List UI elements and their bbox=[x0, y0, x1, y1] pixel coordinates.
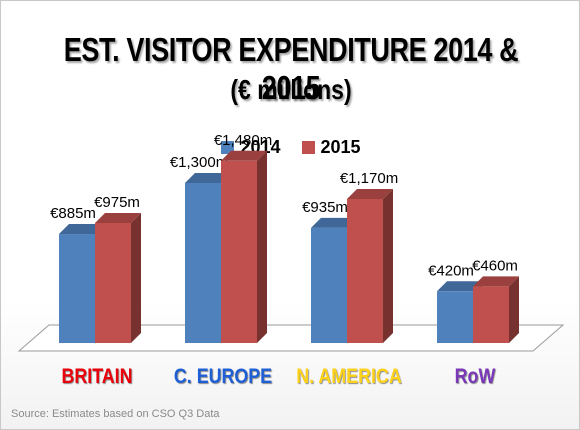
bar-c-europe-2014 bbox=[185, 182, 221, 343]
source-note: Source: Estimates based on CSO Q3 Data bbox=[11, 408, 220, 420]
bar-row-2014 bbox=[437, 291, 473, 343]
bar-n-america-2015 bbox=[347, 198, 383, 343]
bar-top-row-2014 bbox=[437, 281, 483, 292]
bar-side-c-europe-2015 bbox=[257, 150, 267, 343]
bar-c-europe-2015 bbox=[221, 160, 257, 343]
bar-top-c-europe-2014 bbox=[185, 172, 231, 183]
data-label-n-america-2014: €935m bbox=[302, 199, 348, 216]
data-label-n-america-2015: €1,170m bbox=[340, 170, 398, 187]
category-label-c-europe: C. EUROPE bbox=[173, 365, 273, 388]
bar-top-britain-2015 bbox=[95, 212, 141, 223]
category-label-britain: BRITAIN bbox=[61, 365, 133, 388]
data-label-britain-2015: €975m bbox=[94, 194, 140, 211]
bar-top-britain-2014 bbox=[59, 224, 105, 235]
legend-item-2015: 2015 bbox=[301, 137, 361, 158]
bar-row-2015 bbox=[473, 286, 509, 343]
bar-top-c-europe-2015 bbox=[221, 150, 267, 161]
chart-subtitle: (€ millions) bbox=[230, 74, 352, 105]
bar-britain-2015 bbox=[95, 222, 131, 343]
data-label-britain-2014: €885m bbox=[50, 205, 96, 222]
data-label-row-2015: €460m bbox=[472, 257, 518, 274]
bar-top-row-2015 bbox=[473, 276, 519, 287]
data-label-c-europe-2015: €1,480m bbox=[214, 132, 272, 149]
category-label-n-america: N. AMERICA bbox=[296, 365, 402, 388]
bar-britain-2014 bbox=[59, 234, 95, 343]
bar-side-britain-2015 bbox=[131, 212, 141, 343]
legend-label-2015: 2015 bbox=[320, 137, 361, 157]
legend-swatch-2015 bbox=[301, 141, 315, 154]
bar-side-n-america-2015 bbox=[383, 188, 393, 343]
legend-swatch-2014 bbox=[221, 141, 235, 154]
chart-floor bbox=[17, 324, 565, 352]
bar-side-row-2015 bbox=[509, 276, 519, 343]
data-label-c-europe-2014: €1,300m bbox=[170, 154, 228, 171]
chart-title: EST. VISITOR EXPENDITURE 2014 & 2015 bbox=[63, 31, 519, 106]
bar-n-america-2014 bbox=[311, 227, 347, 343]
bar-top-n-america-2014 bbox=[311, 217, 357, 228]
category-label-row: RoW bbox=[454, 365, 496, 388]
bar-top-n-america-2015 bbox=[347, 188, 393, 199]
data-label-row-2014: €420m bbox=[428, 262, 474, 279]
